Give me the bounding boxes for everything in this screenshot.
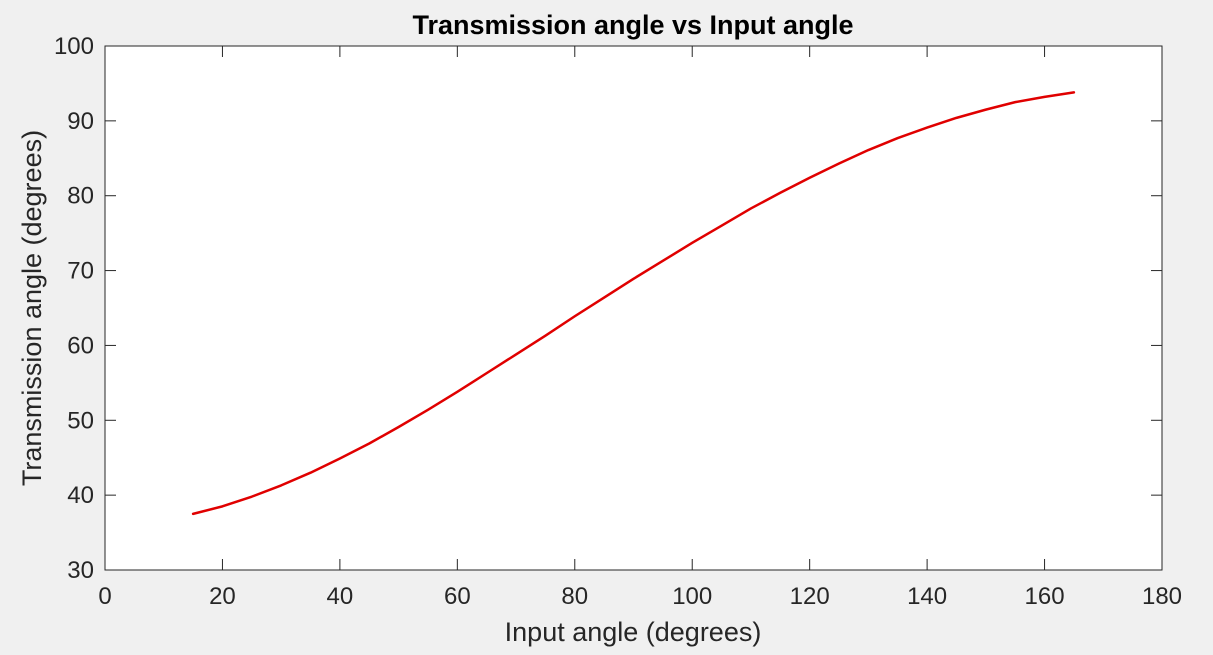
y-tick-label: 90 xyxy=(67,108,94,135)
x-tick-label: 180 xyxy=(1142,583,1182,610)
x-tick-label: 140 xyxy=(907,583,947,610)
y-axis-label: Transmission angle (degrees) xyxy=(17,130,47,486)
series-line xyxy=(191,91,1076,516)
y-tick-label: 100 xyxy=(54,33,94,60)
plot-area xyxy=(105,46,1162,570)
y-tick-label: 40 xyxy=(67,482,94,509)
chart-title: Transmission angle vs Input angle xyxy=(412,10,853,40)
x-tick-label: 80 xyxy=(561,583,588,610)
x-tick-label: 60 xyxy=(444,583,471,610)
axes-box xyxy=(104,45,1163,571)
x-tick-label: 100 xyxy=(672,583,712,610)
y-tick-label: 80 xyxy=(67,183,94,210)
x-tick-label: 120 xyxy=(790,583,830,610)
x-axis: 0 20 40 60 80 100 120 140 160 180 xyxy=(98,46,1182,610)
x-tick-label: 20 xyxy=(209,583,236,610)
x-axis-label: Input angle (degrees) xyxy=(505,617,762,647)
y-axis: 30 40 50 60 70 80 90 100 xyxy=(54,33,1162,584)
y-tick-label: 50 xyxy=(67,407,94,434)
y-tick-label: 70 xyxy=(67,258,94,285)
x-tick-label: 40 xyxy=(327,583,354,610)
y-tick-label: 60 xyxy=(67,332,94,359)
x-tick-label: 0 xyxy=(98,583,111,610)
x-tick-label: 160 xyxy=(1025,583,1065,610)
y-tick-label: 30 xyxy=(67,557,94,584)
